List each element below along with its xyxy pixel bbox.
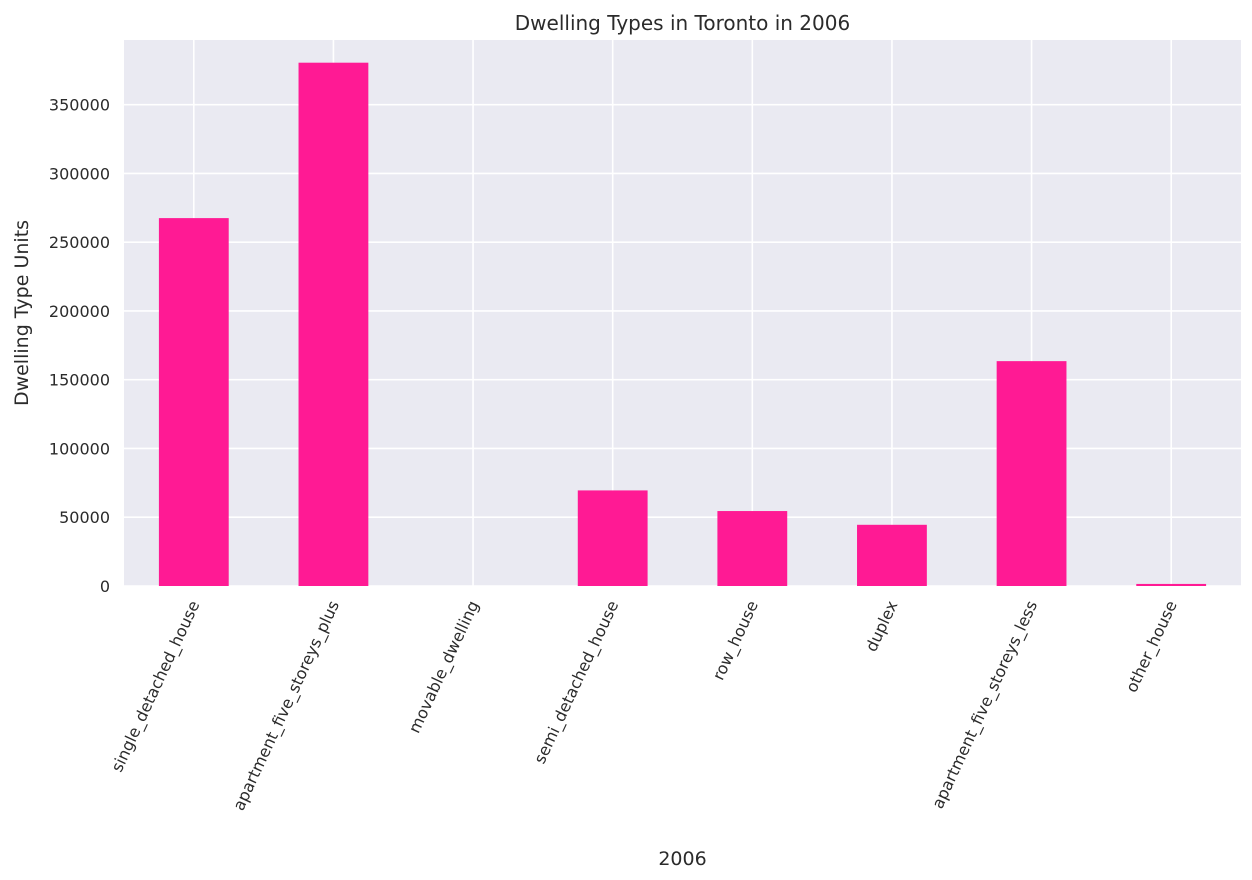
bar-other-house <box>1136 583 1207 586</box>
y-tick-label: 0 <box>100 577 110 596</box>
x-tick-label: movable_dwelling <box>405 598 484 737</box>
bars <box>158 62 1207 587</box>
x-tick-label: row_house <box>709 598 763 684</box>
x-tick-label: semi_detached_house <box>530 598 623 767</box>
plot-area <box>124 40 1241 586</box>
x-tick-label: single_detached_house <box>107 598 204 776</box>
y-axis-title: Dwelling Type Units <box>11 220 33 406</box>
y-tick-label: 300000 <box>49 164 110 183</box>
y-tick-label: 250000 <box>49 233 110 252</box>
y-tick-label: 100000 <box>49 439 110 458</box>
x-axis-title: 2006 <box>658 848 706 870</box>
y-axis-ticks: 0 50000 100000 150000 200000 250000 300000 3500… <box>49 96 110 596</box>
bar-semi-detached-house <box>577 490 648 586</box>
x-axis-ticks: single_detached_house apartment_five_stor… <box>107 598 1181 814</box>
bar-apartment-five-storeys-plus <box>298 62 369 587</box>
x-tick-label: apartment_five_storeys_plus <box>229 598 344 814</box>
bar-apartment-five-storeys-less <box>996 361 1067 586</box>
x-tick-label: apartment_five_storeys_less <box>928 598 1042 812</box>
bar-duplex <box>857 524 927 586</box>
x-tick-label: duplex <box>862 598 902 655</box>
bar-single-detached-house <box>158 218 229 586</box>
y-tick-label: 350000 <box>49 96 110 115</box>
x-tick-label: other_house <box>1122 598 1182 696</box>
y-tick-label: 200000 <box>49 302 110 321</box>
chart-title: Dwelling Types in Toronto in 2006 <box>515 11 850 35</box>
y-tick-label: 150000 <box>49 371 110 390</box>
y-tick-label: 50000 <box>59 508 110 527</box>
bar-row-house <box>717 511 788 586</box>
